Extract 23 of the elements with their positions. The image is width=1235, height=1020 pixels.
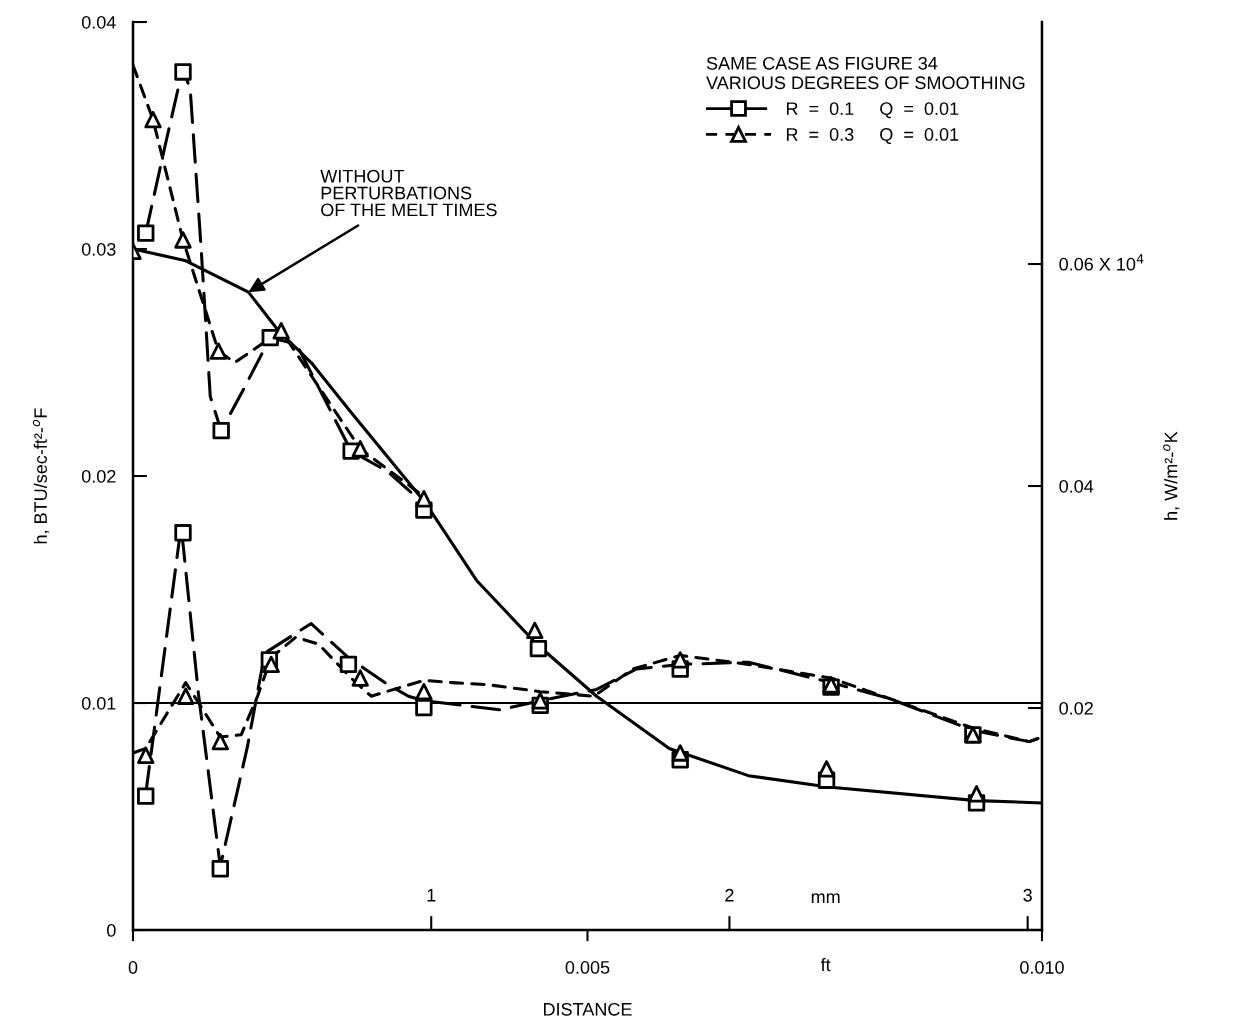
annotation: WITHOUT PERTURBATIONS OF THE MELT TIMES: [320, 169, 497, 217]
legend-title: SAME CASE AS FIGURE 34 VARIOUS DEGREES OF SMOOTHING: [706, 56, 1025, 90]
y-axis-title: h, BTU/sec-ft²-$^{o}$F: [32, 408, 50, 544]
x-tick-label: 0.005: [565, 961, 610, 974]
y2-axis-title: h, W/m²-$^{o}$K: [1163, 431, 1180, 520]
text: ft: [820, 957, 831, 972]
y2-tick-label: 0.06 X 10$^{4}$: [1059, 254, 1144, 271]
y-tick-label: 0.02: [81, 469, 116, 483]
y-tick-label: 0.01: [81, 696, 116, 710]
y2-tick-label: 0.02: [1059, 701, 1093, 715]
x2-tick-label: 2: [725, 888, 734, 902]
legend-label: R = 0.3 Q = 0.01: [786, 128, 959, 145]
legend-label: R = 0.1 Q = 0.01: [786, 102, 959, 119]
x2-tick-label: 1: [427, 889, 436, 902]
y2-tick-label: 0.04: [1059, 479, 1094, 493]
x2-tick-label: 3: [1023, 888, 1032, 902]
x-tick-label: 0.010: [1020, 961, 1064, 974]
y-tick-label: 0.04: [81, 15, 116, 29]
x-axis-title: DISTANCE: [543, 1002, 632, 1016]
x2-axis-title: mm: [811, 893, 840, 903]
y-tick-label: 0: [107, 923, 116, 937]
x-tick-label: 0: [128, 961, 138, 974]
y-tick-label: 0.03: [81, 242, 116, 256]
